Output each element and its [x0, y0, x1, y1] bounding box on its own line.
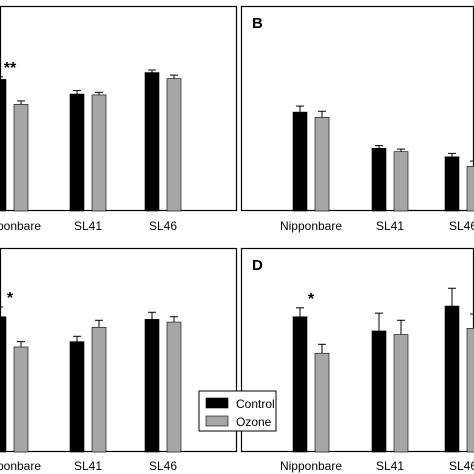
- tick-label: Nipponbare: [280, 459, 342, 473]
- significance-marker: *: [308, 291, 315, 308]
- bar: [13, 346, 29, 453]
- panel-2: Nipponbare SL41 SL46 *: [0, 247, 238, 473]
- bar: [371, 330, 387, 453]
- bar: [166, 321, 182, 453]
- bar: [444, 305, 460, 453]
- panel-3: D Nipponbare SL41 SL46 *: [240, 247, 474, 473]
- bar: [69, 93, 85, 212]
- tick-label: SL46: [149, 459, 177, 473]
- legend: Control Ozone: [198, 390, 277, 432]
- bar: [292, 111, 308, 212]
- bar: [91, 327, 107, 453]
- bar: [314, 116, 330, 212]
- panel-label: D: [252, 257, 263, 274]
- legend-label-ozone: Ozone: [236, 415, 272, 429]
- tick-label: SL46: [449, 219, 474, 233]
- tick-label: Nipponbare: [0, 459, 41, 473]
- bar: [91, 94, 107, 212]
- bar: [166, 78, 182, 212]
- tick-label: SL41: [74, 219, 102, 233]
- bar: [292, 316, 308, 453]
- tick-label: SL46: [149, 219, 177, 233]
- tick-label: Nipponbare: [0, 219, 41, 233]
- legend-swatch-control: [205, 397, 229, 409]
- bar: [393, 151, 409, 212]
- bar: [144, 72, 160, 212]
- panel-0: Nipponbare SL41 SL46 **: [0, 5, 238, 233]
- bar: [371, 147, 387, 212]
- significance-marker: **: [4, 60, 17, 77]
- panel-1: B Nipponbare SL41 SL46: [240, 5, 474, 233]
- bar: [144, 319, 160, 453]
- legend-swatch-ozone: [205, 415, 229, 427]
- bar: [393, 334, 409, 453]
- legend-label-control: Control: [236, 397, 275, 411]
- tick-label: SL46: [449, 459, 474, 473]
- tick-label: SL41: [74, 459, 102, 473]
- bar: [314, 352, 330, 453]
- panel-label: B: [252, 15, 263, 32]
- tick-label: Nipponbare: [280, 219, 342, 233]
- tick-label: SL41: [376, 459, 404, 473]
- bar: [69, 341, 85, 453]
- bar: [0, 316, 7, 453]
- bar: [444, 156, 460, 212]
- tick-label: SL41: [376, 219, 404, 233]
- significance-marker: *: [7, 290, 14, 307]
- bar: [466, 327, 474, 453]
- bar: [0, 79, 7, 212]
- bar: [466, 165, 474, 212]
- bar: [13, 104, 29, 212]
